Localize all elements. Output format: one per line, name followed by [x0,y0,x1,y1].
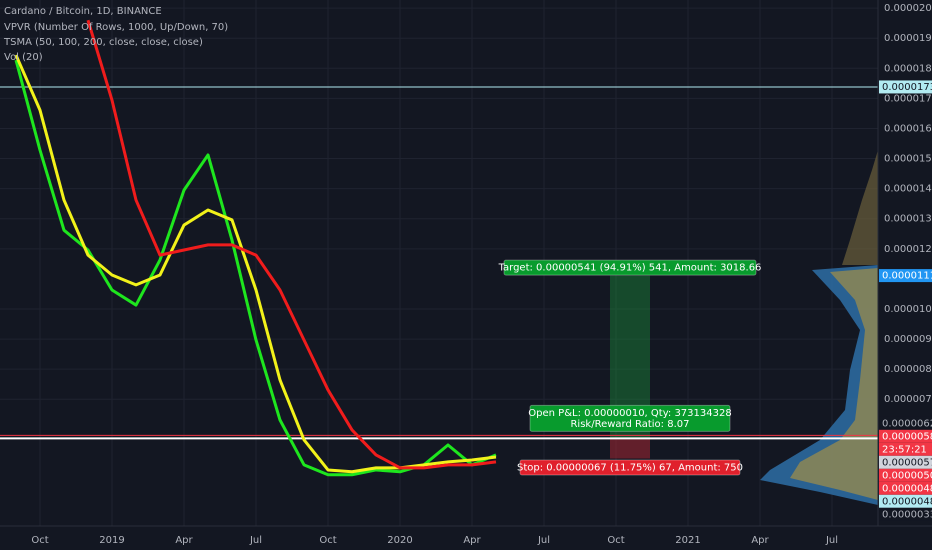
y-tick-label: 0.00002000 [884,3,932,14]
y-tick-label: 0.00000900 [884,334,932,345]
countdown-box [879,442,932,456]
price-label: 0.00000480 [882,496,932,507]
countdown: 23:57:21 [882,444,927,455]
sma-line [86,19,497,470]
volume-profile [790,268,878,500]
x-tick-label: Apr [751,535,769,546]
x-tick-label: Jul [825,535,838,546]
volume-profile [842,150,878,265]
y-tick-label: 0.00001600 [884,123,932,134]
x-tick-label: Jul [249,535,262,546]
y-tick-label: 0.00001500 [884,154,932,165]
x-tick-label: 2021 [675,535,700,546]
x-tick-label: Oct [607,535,624,546]
y-tick-label: 0.00000700 [884,394,932,405]
stop-label-text: Stop: 0.00000067 (11.75%) 67, Amount: 75… [517,463,743,474]
price-label-box [879,468,932,482]
y-tick-label: 0.00001300 [884,214,932,225]
price-label: 0.00000570 [882,457,932,468]
price-label-box [879,80,932,94]
price-label: 0.00000503 [882,470,932,481]
y-tick-label: 0.00000800 [884,364,932,375]
pnl-label-box [529,404,731,432]
y-tick-label: 0.00001900 [884,33,932,44]
sma-line [14,54,497,474]
price-label-box [879,507,932,521]
indicator: VPVR (Number Of Rows, 1000, Up/Down, 70) [4,22,228,33]
price-label-box [879,494,932,508]
target-label-box [503,259,757,276]
y-tick-label: 0.00001700 [884,93,932,104]
x-tick-label: Oct [319,535,336,546]
x-tick-label: Apr [463,535,481,546]
axis: 0.00000700 0.00000800 0.00000900 0.00001000… [31,3,932,546]
price-label-box [879,416,932,430]
price-label: 0.00000620 [882,418,932,429]
y-tick-label: 0.00001400 [884,184,932,195]
y-tick-label: 0.00001200 [884,244,932,255]
indicator: TSMA (50, 100, 200, close, close, close) [3,37,203,48]
indicator: Vol (20) [4,52,43,63]
pnl-label-text: Risk/Reward Ratio: 8.07 [570,419,689,430]
price-label: 0.00001111 [882,271,932,282]
x-tick-label: Jul [537,535,550,546]
stop-zone [610,438,650,459]
y-tick-label: 0.00001000 [884,304,932,315]
x-tick-label: Apr [175,535,193,546]
x-tick-label: 2020 [387,535,412,546]
price-label: 0.00000482 [882,483,932,494]
chart-title: Cardano / Bitcoin, 1D, BINANCE [4,6,162,17]
price-label-box [879,455,932,469]
stop-label-box [519,459,741,476]
price-label-box [879,269,932,283]
y-tick-label: 0.00001800 [884,63,932,74]
target-label-text: Target: 0.00000541 (94.91%) 541, Amount:… [498,263,762,274]
pnl-label-text: Open P&L: 0.00000010, Qty: 373134328 [528,408,731,419]
x-tick-label: 2019 [99,535,124,546]
price-label-box [879,429,932,443]
price-label: 0.00000580 [882,431,932,442]
price-label: 0.00000330 [882,509,932,520]
x-tick-label: Oct [31,535,48,546]
plot: Target: 0.00000541 (94.91%) 541, Amount:… [0,19,878,477]
price-label-box [879,481,932,495]
price-label: 0.00001738 [882,82,932,93]
